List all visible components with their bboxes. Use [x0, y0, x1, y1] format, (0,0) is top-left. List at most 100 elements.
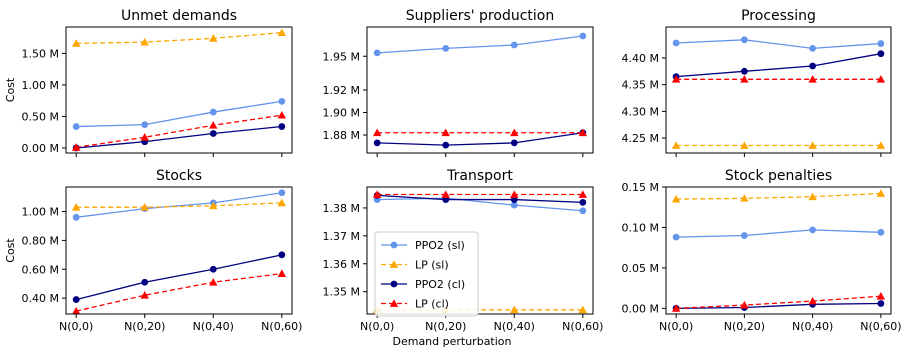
y-tick-label: 0.10 M — [622, 221, 659, 234]
data-point — [876, 141, 886, 149]
series-ppo2-cl — [72, 251, 286, 303]
series-line — [377, 35, 583, 54]
subplot-title: Stock penalties — [725, 168, 832, 184]
subplot-4: Stocks 0.40 M 0.60 M 0.80 M 1.00 M N(0,0) N(0,… — [4, 168, 302, 333]
series-line — [377, 197, 583, 212]
legend-entry: PPO2 (cl) — [381, 278, 465, 291]
y-axis-label: Cost — [4, 238, 17, 263]
y-tick-label: 1.35 M — [323, 286, 360, 299]
data-point — [373, 139, 381, 147]
data-point — [877, 228, 885, 236]
data-point — [740, 36, 748, 44]
data-point — [72, 306, 81, 314]
x-tick-label: N(0,0) — [659, 320, 693, 333]
data-point — [209, 278, 218, 286]
x-tick-label: N(0,60) — [860, 320, 901, 333]
data-point — [671, 75, 681, 83]
data-point — [209, 265, 217, 273]
data-point — [209, 130, 217, 137]
series-line — [676, 229, 881, 238]
legend-entry: PPO2 (sl) — [381, 239, 465, 252]
data-point — [71, 203, 81, 211]
y-tick-label: 0.40 M — [22, 292, 59, 305]
x-tick-label: N(0,20) — [425, 320, 466, 333]
series-ppo2-cl — [672, 50, 885, 81]
data-point — [876, 75, 886, 83]
data-point — [808, 141, 817, 149]
series-ppo2-sl — [672, 36, 885, 52]
y-axis-label: Cost — [4, 77, 17, 102]
series-ppo2-sl — [373, 32, 587, 57]
series-lp-cl — [72, 269, 287, 314]
series-lp-cl — [671, 75, 886, 83]
y-tick-label: 1.36 M — [323, 258, 360, 271]
data-point — [578, 305, 588, 314]
data-point — [373, 49, 381, 57]
x-tick-label: N(0,40) — [792, 320, 833, 333]
data-point — [372, 190, 382, 198]
series-lp-sl — [71, 198, 287, 211]
data-point — [72, 123, 80, 130]
data-point — [808, 296, 817, 305]
data-point — [140, 133, 149, 141]
data-point — [740, 300, 749, 309]
y-tick-label: 4.25 M — [622, 132, 659, 145]
data-point — [876, 292, 886, 300]
data-point — [809, 62, 817, 70]
axes-frame — [665, 26, 892, 154]
legend-marker — [389, 299, 399, 307]
data-point — [671, 304, 681, 312]
legend-box — [374, 231, 479, 317]
data-point — [277, 111, 287, 119]
axes-frame — [366, 186, 594, 315]
legend-marker — [390, 241, 398, 249]
legend-label: PPO2 (cl) — [415, 278, 465, 291]
plot-area — [372, 32, 588, 149]
data-point — [740, 232, 748, 239]
y-tick-label: 0.50 M — [22, 110, 59, 123]
series-line — [676, 295, 881, 309]
y-tick-label: 4.30 M — [622, 105, 659, 118]
y-tick-label: 1.90 M — [323, 107, 360, 120]
legend-label: PPO2 (sl) — [415, 239, 465, 252]
x-tick-label: N(0,0) — [360, 320, 394, 333]
data-point — [510, 201, 518, 209]
data-point — [578, 128, 588, 137]
series-line — [76, 254, 282, 301]
axes-frame — [65, 186, 293, 315]
data-point — [277, 269, 287, 277]
y-tick-label: 0.60 M — [22, 263, 59, 276]
series-ppo2-sl — [72, 189, 286, 221]
data-point — [579, 207, 587, 215]
data-point — [510, 190, 519, 198]
series-line — [76, 202, 282, 208]
legend-entry: LP (cl) — [381, 298, 449, 311]
data-point — [71, 143, 81, 151]
data-point — [442, 141, 450, 149]
y-tick-label: 1.92 M — [323, 84, 360, 97]
data-point — [510, 41, 518, 49]
axes-frame — [665, 186, 892, 315]
x-tick-label: N(0,60) — [261, 320, 302, 333]
legend-entry: LP (sl) — [381, 259, 449, 272]
data-point — [579, 198, 587, 206]
y-tick-label: 1.88 M — [323, 129, 360, 142]
axes-frame — [366, 26, 594, 154]
subplot-6: Stock penalties 0.00 M 0.05 M 0.10 M 0.15 M N… — [622, 168, 902, 333]
x-tick-label: N(0,20) — [124, 320, 165, 333]
series-line — [76, 272, 282, 312]
data-point — [510, 128, 519, 137]
series-lp-cl — [671, 292, 886, 312]
series-lp-cl — [71, 111, 287, 151]
subplot-title: Transport — [446, 168, 513, 184]
data-point — [209, 34, 218, 42]
y-tick-label: 1.00 M — [22, 206, 59, 219]
data-point — [740, 194, 749, 202]
y-tick-label: 1.37 M — [323, 230, 360, 243]
data-point — [809, 44, 817, 52]
data-point — [441, 190, 450, 198]
series-line — [377, 194, 583, 204]
legend-label: LP (cl) — [415, 298, 449, 311]
series-line — [76, 32, 282, 45]
